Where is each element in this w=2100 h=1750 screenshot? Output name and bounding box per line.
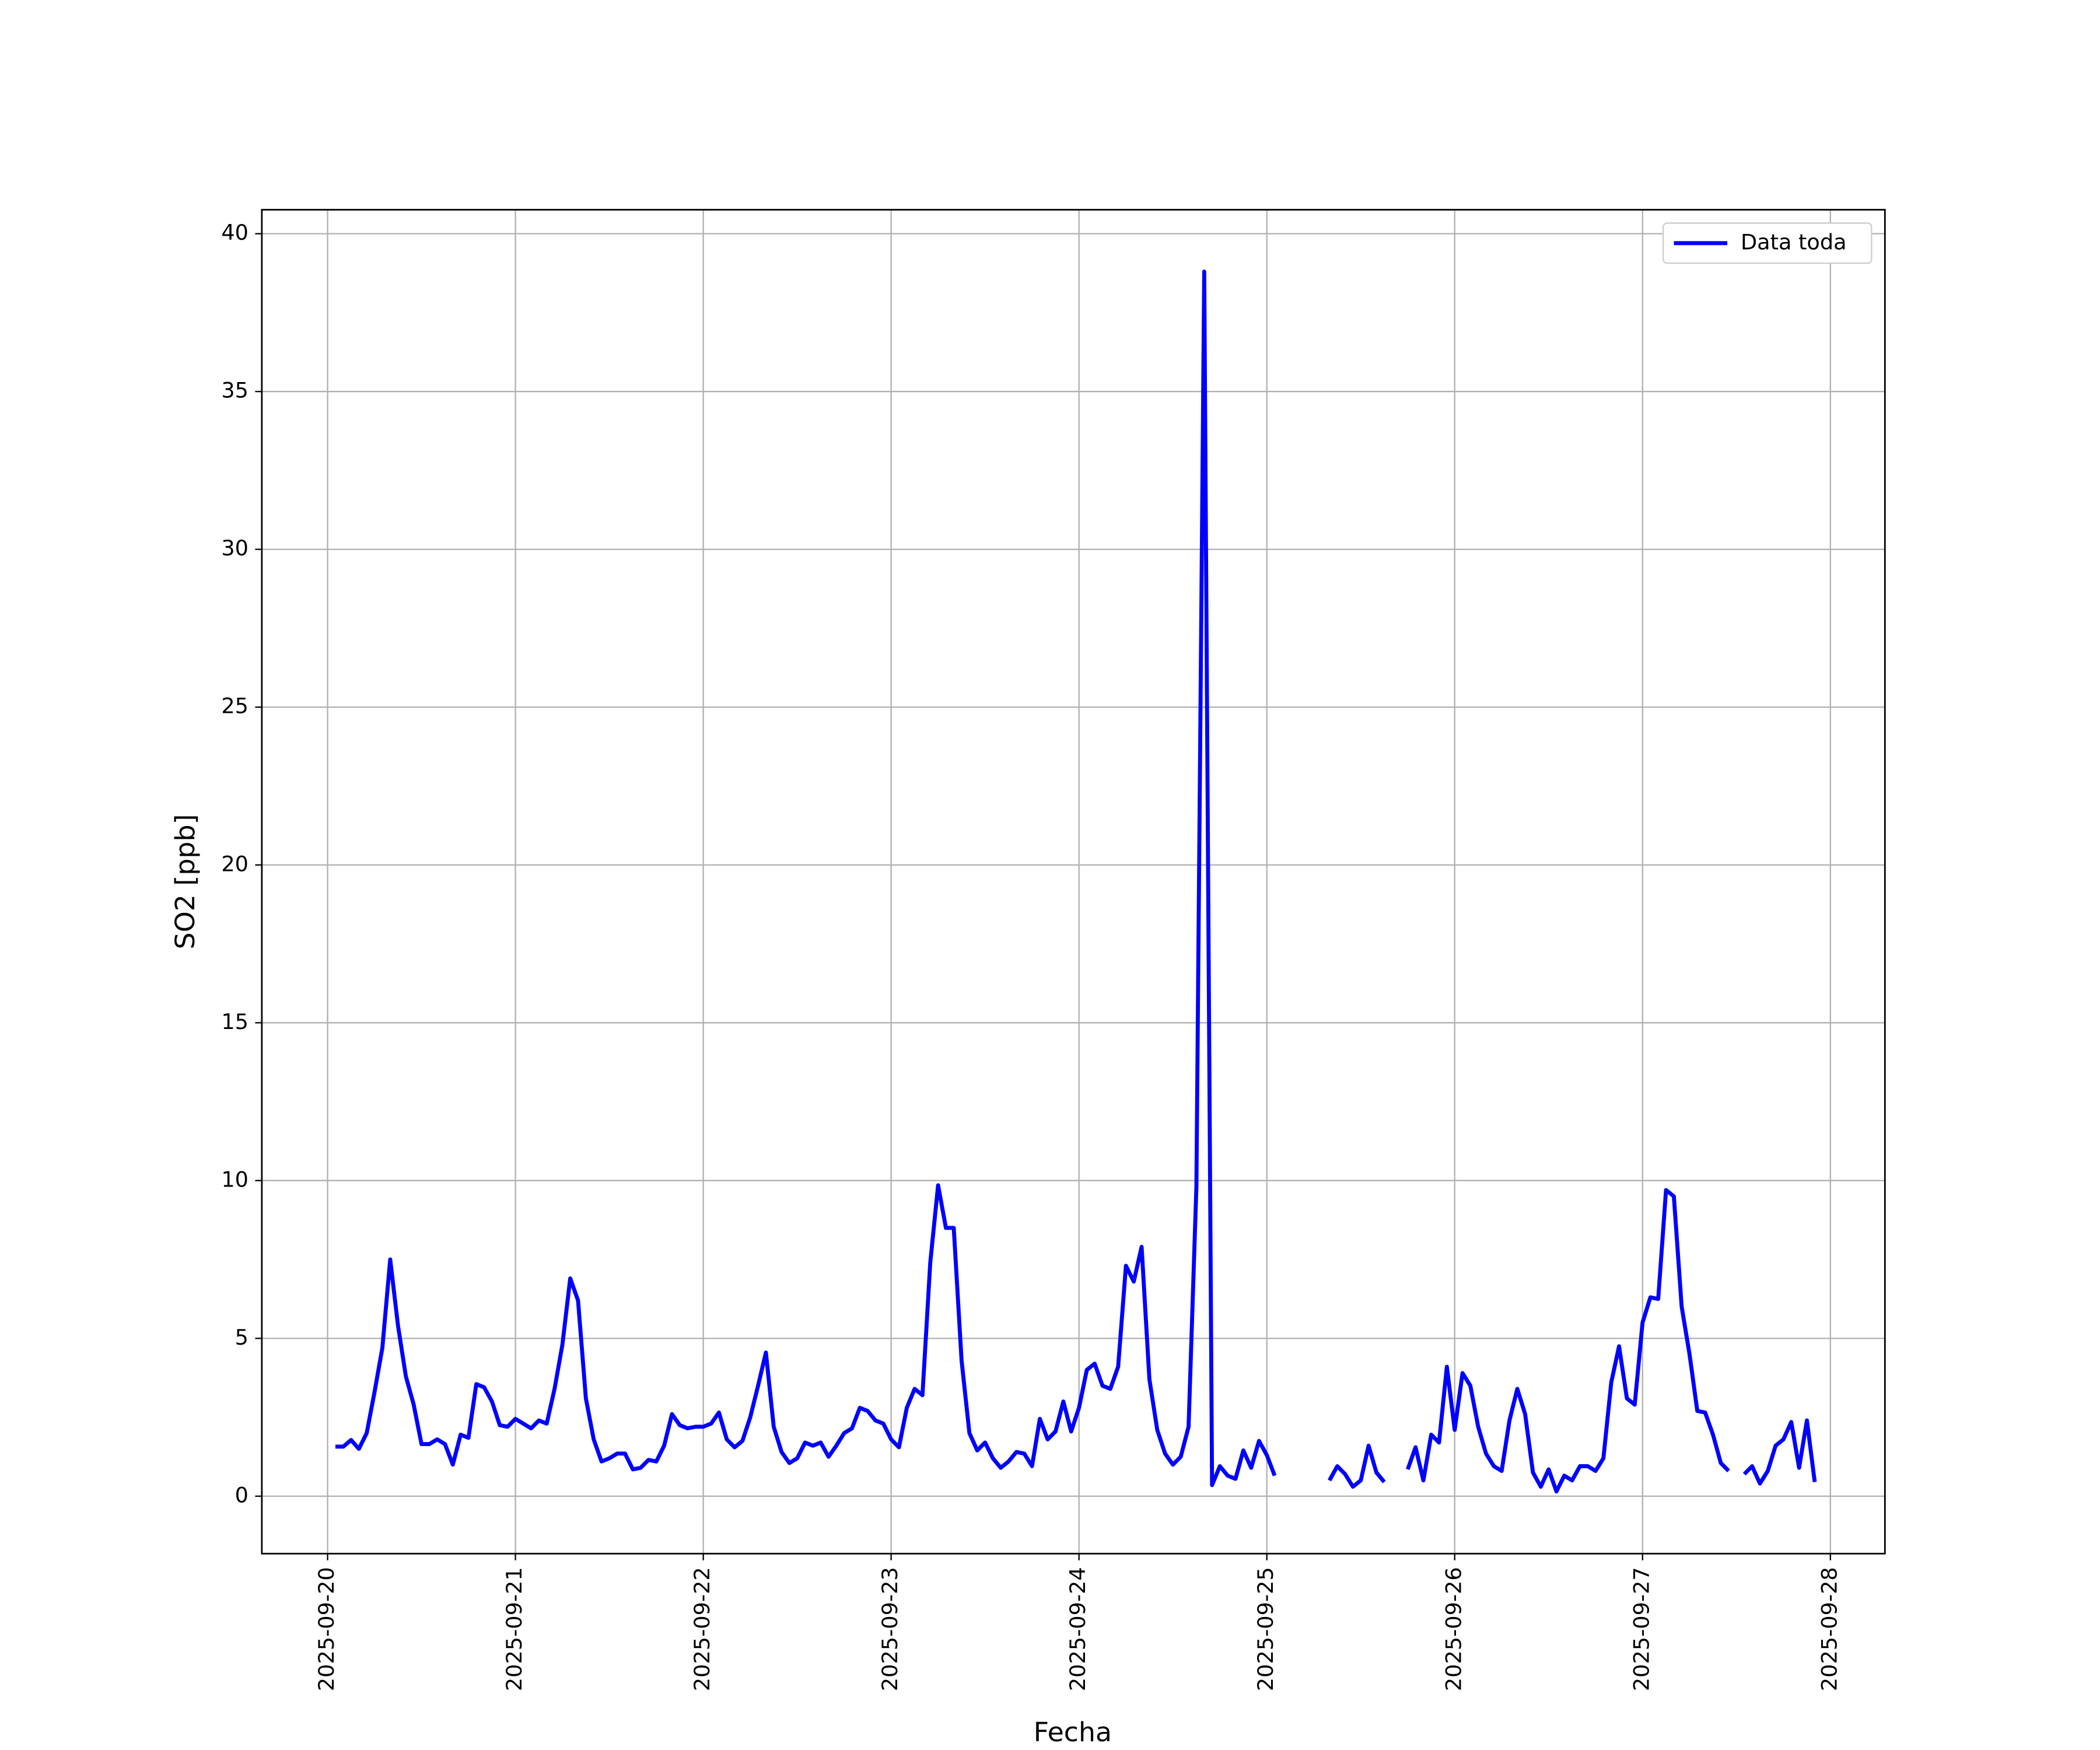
- x-tick-label: 2025-09-28: [1817, 1567, 1842, 1691]
- x-tick-label: 2025-09-22: [690, 1567, 715, 1691]
- y-tick-label: 15: [221, 1009, 249, 1034]
- y-tick-label: 25: [221, 694, 249, 719]
- y-tick-label: 20: [221, 851, 249, 876]
- legend-label: Data toda: [1741, 229, 1847, 254]
- x-tick-label: 2025-09-21: [502, 1567, 527, 1691]
- y-tick-label: 30: [221, 536, 249, 561]
- y-tick-label: 35: [221, 378, 249, 403]
- x-axis-label: Fecha: [1034, 1716, 1112, 1748]
- x-tick-label: 2025-09-24: [1065, 1567, 1090, 1691]
- y-tick-label: 0: [235, 1482, 249, 1507]
- x-tick-label: 2025-09-25: [1253, 1567, 1278, 1691]
- y-axis-label: SO2 [ppb]: [169, 814, 201, 950]
- x-tick-label: 2025-09-26: [1441, 1567, 1466, 1691]
- plot-frame: [261, 209, 1886, 1555]
- x-tick-label: 2025-09-20: [314, 1567, 339, 1691]
- y-tick-label: 10: [221, 1167, 249, 1192]
- legend-box: [1662, 222, 1873, 264]
- x-tick-label: 2025-09-27: [1629, 1567, 1654, 1691]
- x-tick-label: 2025-09-23: [877, 1567, 902, 1691]
- y-tick-label: 40: [221, 220, 249, 245]
- data-line: [335, 270, 1817, 1494]
- y-tick-label: 5: [235, 1325, 249, 1350]
